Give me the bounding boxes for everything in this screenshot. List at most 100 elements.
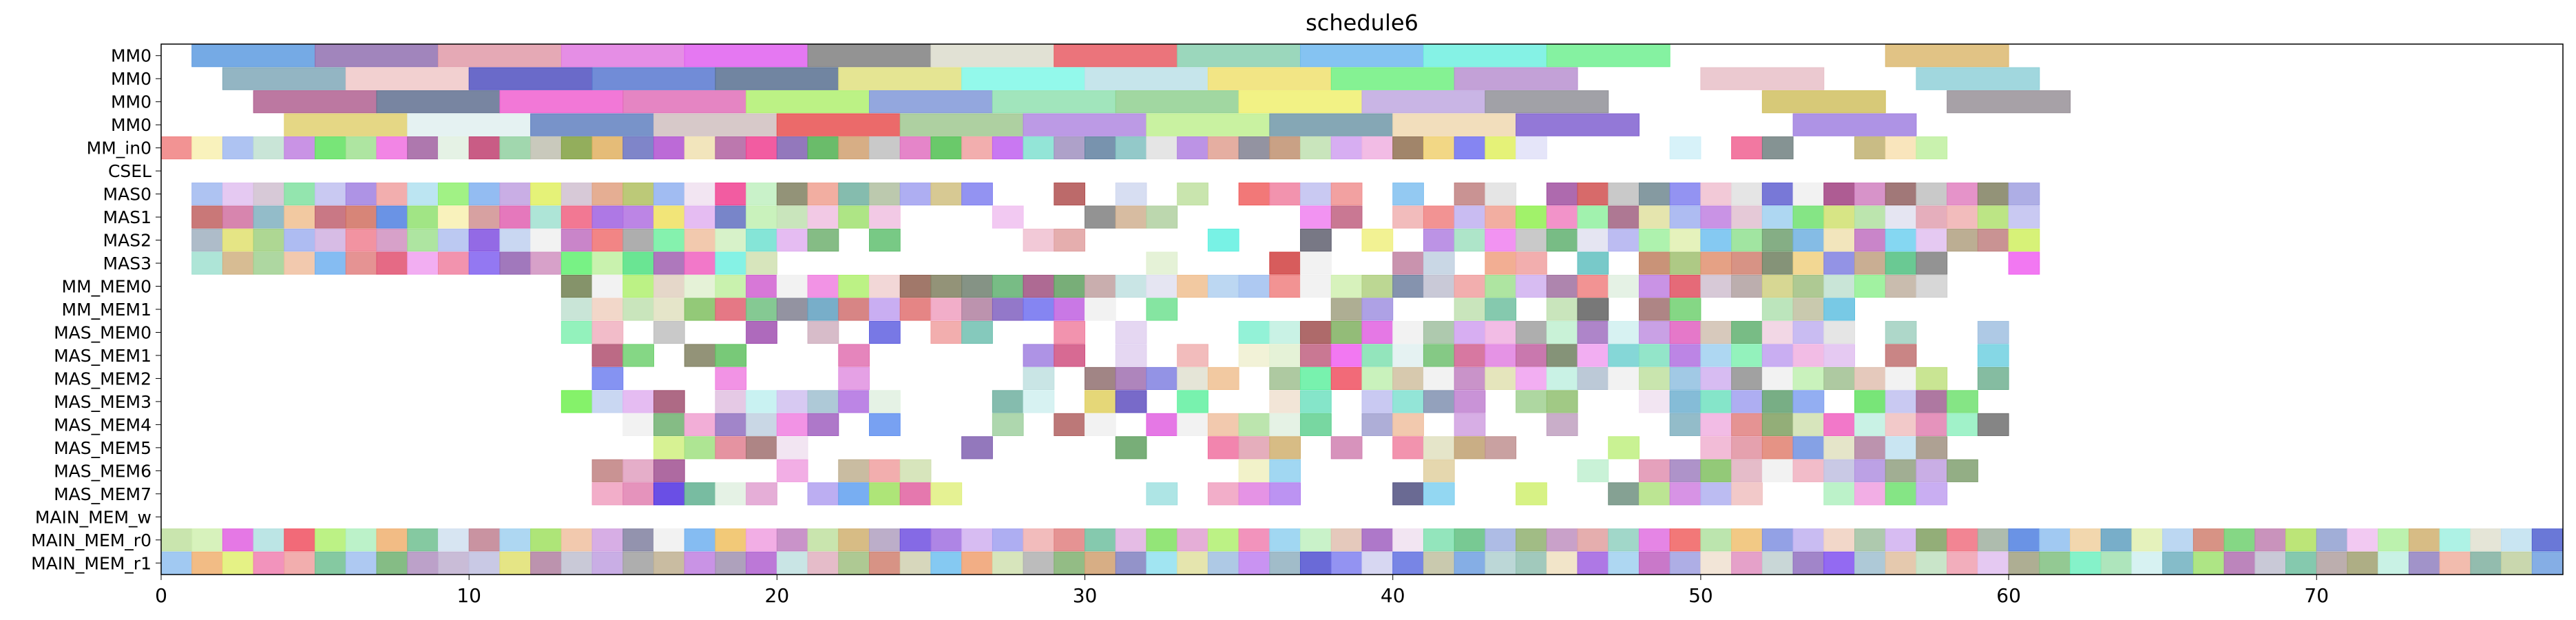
schedule-bar <box>1269 136 1301 160</box>
schedule-bar <box>315 551 346 575</box>
schedule-bar <box>1392 183 1424 206</box>
schedule-bar <box>992 274 1024 298</box>
schedule-bar <box>591 136 624 160</box>
schedule-bar <box>1115 320 1147 344</box>
schedule-bar <box>1761 459 1794 482</box>
schedule-bar <box>407 551 439 575</box>
schedule-bar <box>1700 183 1732 206</box>
row-label: MAS_MEM0 <box>54 322 151 342</box>
plot-frame <box>160 43 2564 575</box>
schedule-bar <box>1947 413 1978 436</box>
schedule-bar <box>807 413 839 436</box>
schedule-bar <box>1731 528 1763 552</box>
schedule-bar <box>2254 551 2287 575</box>
x-tick-label: 70 <box>2304 584 2329 607</box>
schedule-bar <box>591 482 624 506</box>
schedule-bar <box>1977 320 2009 344</box>
schedule-bar <box>838 205 870 229</box>
schedule-bar <box>992 136 1024 160</box>
schedule-bar <box>1269 251 1301 275</box>
row-label: MM0 <box>111 69 151 89</box>
schedule-bar <box>345 205 377 229</box>
schedule-bar <box>1638 228 1671 252</box>
schedule-bar <box>1546 528 1578 552</box>
schedule-bar <box>961 298 993 321</box>
schedule-bar <box>1854 183 1886 206</box>
schedule-bar <box>622 551 654 575</box>
schedule-bar <box>1454 413 1486 436</box>
schedule-bar <box>530 205 562 229</box>
schedule-bar <box>1085 67 1208 90</box>
schedule-bar <box>2008 551 2040 575</box>
schedule-bar <box>1761 274 1794 298</box>
schedule-bar <box>807 205 839 229</box>
schedule-bar <box>1916 183 1948 206</box>
schedule-bar <box>1485 436 1517 459</box>
x-tick-label: 50 <box>1688 584 1713 607</box>
schedule-bar <box>1300 183 1332 206</box>
schedule-bar <box>961 320 993 344</box>
schedule-bar <box>961 67 1086 90</box>
schedule-bar <box>1207 228 1239 252</box>
schedule-bar <box>1577 320 1609 344</box>
schedule-bar <box>1115 551 1147 575</box>
schedule-bar <box>869 183 901 206</box>
schedule-bar <box>684 413 716 436</box>
schedule-bar <box>899 183 932 206</box>
schedule-bar <box>1854 366 1886 391</box>
schedule-bar <box>1638 366 1671 391</box>
schedule-bar <box>2008 251 2040 275</box>
schedule-bar <box>1516 205 1547 229</box>
schedule-bar <box>1977 413 2009 436</box>
schedule-bar <box>869 528 901 552</box>
schedule-bar <box>1608 344 1640 367</box>
schedule-bar <box>1054 228 1086 252</box>
schedule-bar <box>376 551 408 575</box>
schedule-bar <box>1177 366 1208 391</box>
schedule-bar <box>376 251 408 275</box>
x-tick-label: 40 <box>1381 584 1405 607</box>
schedule-bar <box>1238 274 1270 298</box>
schedule-bar <box>591 528 624 552</box>
schedule-bar <box>807 320 839 344</box>
schedule-bar <box>1854 205 1886 229</box>
schedule-bar <box>1638 459 1671 482</box>
schedule-bar <box>1516 228 1547 252</box>
schedule-bar <box>1516 551 1547 575</box>
schedule-bar <box>315 183 346 206</box>
schedule-bar <box>807 136 839 160</box>
row-label: MM0 <box>111 115 151 135</box>
schedule-bar <box>1638 298 1671 321</box>
schedule-bar <box>2347 528 2379 552</box>
schedule-bar <box>684 136 716 160</box>
schedule-bar <box>1207 136 1239 160</box>
schedule-bar <box>1361 366 1394 391</box>
schedule-bar <box>191 205 223 229</box>
schedule-bar <box>1700 344 1732 367</box>
schedule-bar <box>746 298 777 321</box>
schedule-bar <box>376 205 408 229</box>
schedule-bar <box>1054 44 1178 68</box>
schedule-bar <box>2100 551 2133 575</box>
schedule-bar <box>807 482 839 506</box>
schedule-bar <box>1516 320 1547 344</box>
schedule-bar <box>591 459 624 482</box>
schedule-bar <box>1485 298 1517 321</box>
schedule-bar <box>869 90 993 114</box>
schedule-bar <box>746 436 777 459</box>
schedule-bar <box>1115 205 1147 229</box>
schedule-bar <box>1516 344 1547 367</box>
schedule-bar <box>776 551 808 575</box>
row-label: MAS2 <box>103 231 151 251</box>
schedule-bar <box>1238 528 1270 552</box>
schedule-bar <box>1761 298 1794 321</box>
schedule-bar <box>2008 228 2040 252</box>
schedule-bar <box>1854 459 1886 482</box>
schedule-bar <box>437 528 470 552</box>
schedule-bar <box>1454 136 1486 160</box>
schedule-bar <box>930 136 963 160</box>
schedule-bar <box>1885 459 1917 482</box>
schedule-bar <box>1823 274 1855 298</box>
schedule-bar <box>1638 390 1671 413</box>
schedule-bar <box>1608 482 1640 506</box>
